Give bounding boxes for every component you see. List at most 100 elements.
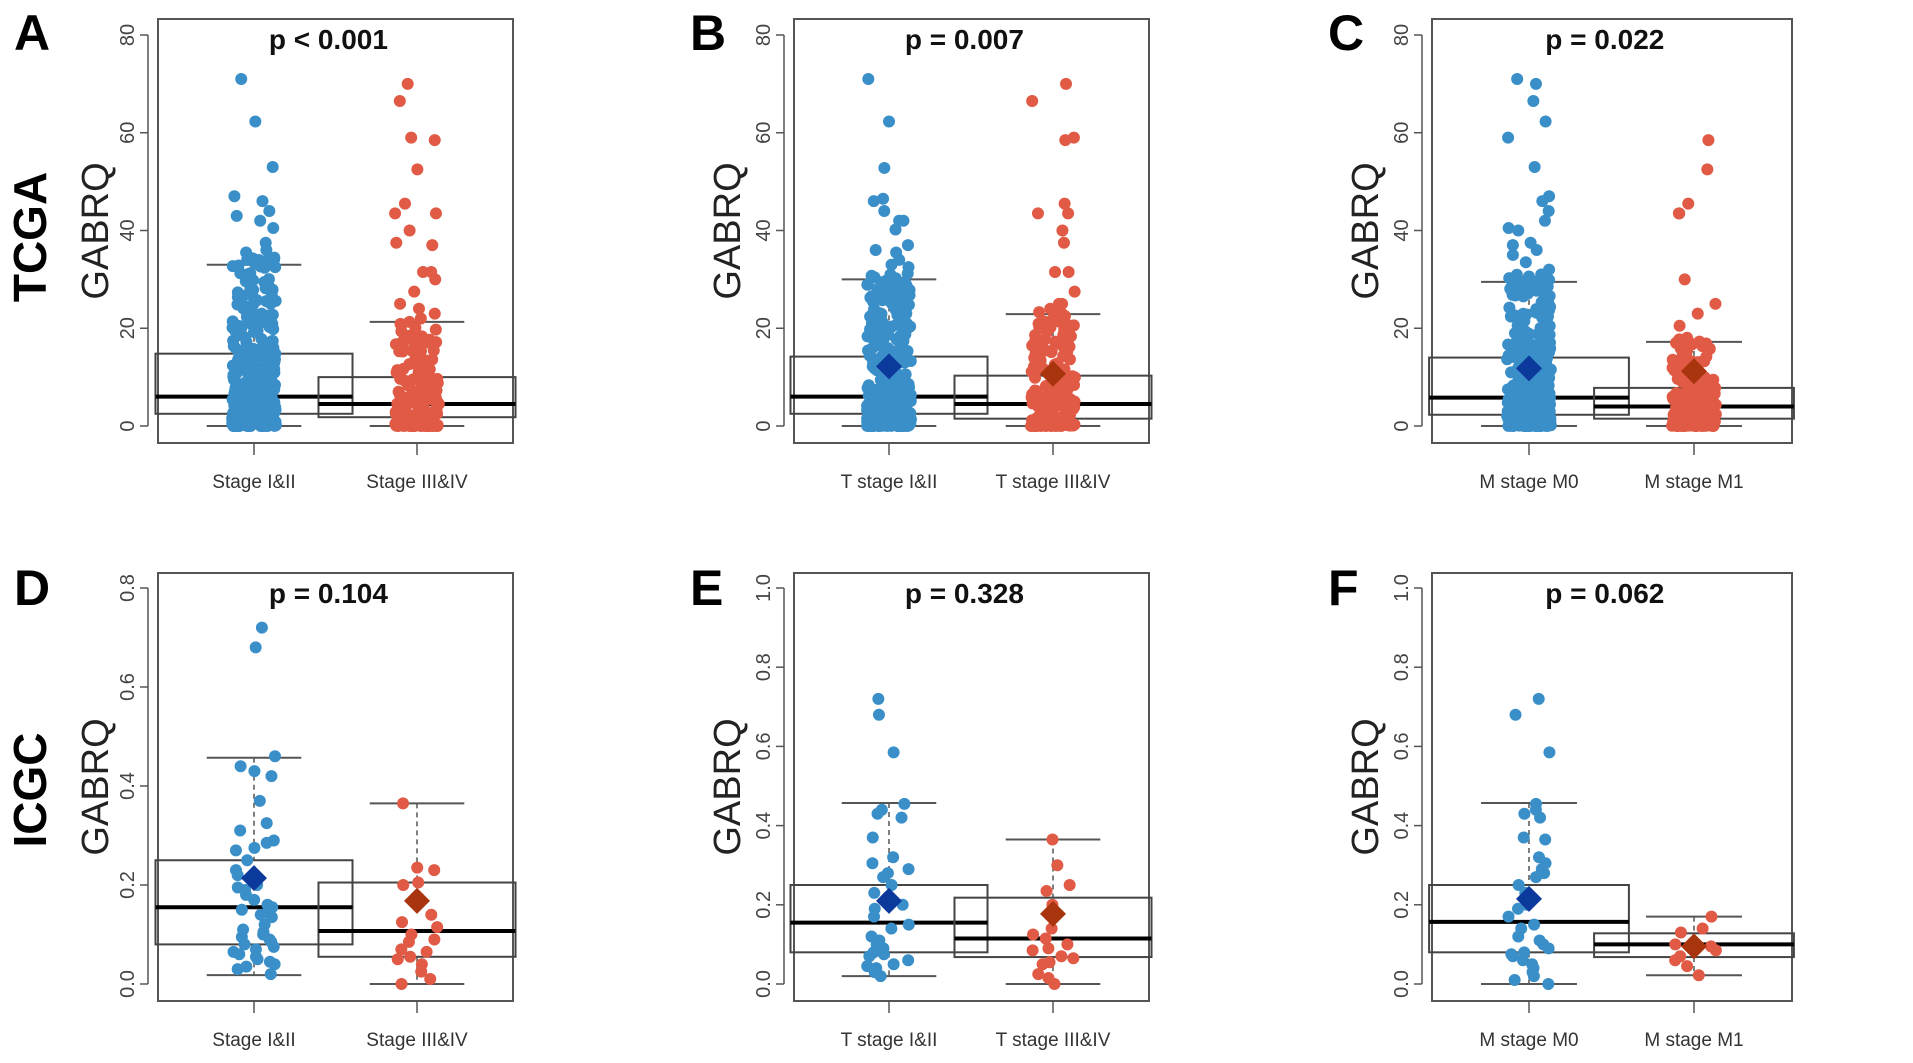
data-point: [897, 334, 910, 347]
data-point: [899, 300, 912, 313]
data-point: [429, 273, 442, 286]
data-point: [1694, 408, 1707, 421]
box-1: [154, 621, 354, 981]
data-point: [1535, 268, 1548, 281]
data-point: [1040, 409, 1053, 422]
data-point: [428, 864, 441, 877]
y-tick-label: 0.2: [1391, 891, 1413, 919]
data-point: [867, 195, 880, 208]
y-tick-label: 0: [117, 420, 139, 431]
box-2: [317, 77, 517, 432]
data-point: [1512, 902, 1525, 915]
data-point: [1063, 331, 1076, 344]
data-point: [1040, 884, 1053, 897]
data-point: [1045, 922, 1058, 935]
x-category-label: Stage III&IV: [366, 1030, 468, 1051]
data-point: [1531, 385, 1544, 398]
data-point: [403, 224, 416, 237]
box-1: [1428, 72, 1630, 432]
data-point: [428, 307, 441, 320]
data-point: [1538, 214, 1551, 227]
y-tick-label: 0.0: [1391, 970, 1413, 998]
y-axis-label: GABRQ: [1345, 718, 1387, 855]
data-point: [876, 316, 889, 329]
data-point: [897, 214, 910, 227]
data-point: [401, 77, 414, 90]
data-point: [877, 192, 890, 205]
data-point: [877, 948, 890, 961]
data-point: [254, 908, 267, 921]
box-2: [1593, 910, 1795, 982]
data-point: [1692, 969, 1705, 982]
data-point: [1501, 410, 1514, 423]
data-point: [1026, 94, 1039, 107]
data-point: [1068, 285, 1081, 298]
box-2: [953, 77, 1153, 432]
data-point: [254, 214, 267, 227]
mean-marker: [404, 887, 430, 914]
data-point: [390, 236, 403, 249]
y-axis-label: GABRQ: [75, 162, 117, 299]
data-point: [1527, 94, 1540, 107]
data-point: [1536, 195, 1549, 208]
data-point: [1028, 351, 1041, 364]
data-point: [426, 353, 439, 366]
data-point: [420, 945, 433, 958]
data-point: [1516, 954, 1529, 967]
data-point: [861, 415, 874, 428]
data-point: [1513, 350, 1526, 363]
data-point: [865, 331, 878, 344]
p-value-title: p = 0.104: [269, 578, 389, 609]
data-point: [430, 402, 443, 415]
y-tick-label: 0.2: [753, 891, 775, 919]
data-point: [228, 190, 241, 203]
data-point: [264, 968, 277, 981]
x-category-label: M stage M1: [1644, 1030, 1743, 1051]
data-point: [1534, 329, 1547, 342]
data-point: [1530, 244, 1543, 257]
data-point: [429, 323, 442, 336]
plot-frame: [793, 572, 1150, 1002]
data-point: [863, 349, 876, 362]
plot-frame: [157, 572, 514, 1002]
panel-letter: A: [14, 5, 50, 61]
data-point: [229, 844, 242, 857]
data-point: [1506, 283, 1519, 296]
panel-d: D GABRQ 0.0 0.2 0.4 0.6 0.8 p = 0.104 Stage I&II…: [14, 560, 517, 1051]
data-point: [897, 316, 910, 329]
data-point: [889, 287, 902, 300]
data-point: [1542, 368, 1555, 381]
data-point: [1042, 942, 1055, 955]
data-point: [861, 381, 874, 394]
data-point: [244, 419, 257, 432]
data-point: [1709, 408, 1722, 421]
data-point: [1044, 321, 1057, 334]
data-point: [1543, 746, 1556, 759]
panel-letter: F: [1328, 560, 1359, 616]
data-point: [1539, 415, 1552, 428]
data-point: [862, 72, 875, 85]
data-point: [1051, 859, 1064, 872]
data-point: [1698, 355, 1711, 368]
data-point: [245, 315, 258, 328]
y-tick-label: 0.2: [117, 871, 139, 899]
data-point: [876, 294, 889, 307]
panel-b: B GABRQ 0 20 40 60 80 p = 0.007 T stage I&II T st…: [690, 5, 1153, 493]
box-2: [953, 833, 1153, 990]
data-point: [1527, 339, 1540, 352]
mean-marker: [241, 865, 267, 892]
y-tick-label: 0.8: [753, 653, 775, 681]
data-point: [1669, 938, 1682, 951]
data-point: [247, 326, 260, 339]
data-point: [397, 797, 410, 810]
data-point: [902, 261, 915, 274]
data-point: [901, 239, 914, 252]
data-point: [1540, 312, 1553, 325]
data-point: [1062, 207, 1075, 220]
data-point: [266, 160, 279, 173]
data-point: [1669, 954, 1682, 967]
data-point: [241, 854, 254, 867]
data-point: [231, 378, 244, 391]
y-tick-label: 0.4: [1391, 812, 1413, 840]
data-point: [1541, 297, 1554, 310]
